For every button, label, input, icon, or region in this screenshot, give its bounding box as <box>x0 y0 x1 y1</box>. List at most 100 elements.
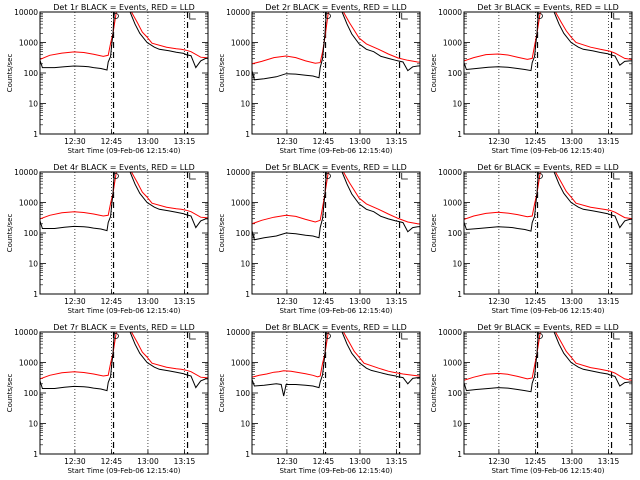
peak-marker <box>113 173 119 179</box>
series-lld-line <box>40 332 208 380</box>
x-tick-label: 13:15 <box>598 297 620 306</box>
y-tick-label: 100 <box>448 229 463 238</box>
y-tick-label: 1000 <box>231 359 250 368</box>
x-tick-label: 12:45 <box>313 137 335 146</box>
y-axis-label: Counts/sec <box>6 374 14 413</box>
series-events-line <box>252 332 420 397</box>
y-tick-label: 10 <box>240 260 250 269</box>
panel-det-6r: 12:30 12:45 13:00 13:15 1 10 100 1000 10000 Det 6… <box>430 163 633 315</box>
y-tick-label: 100 <box>24 389 39 398</box>
y-tick-label: 1 <box>245 450 250 459</box>
x-tick-label: 12:45 <box>525 297 547 306</box>
y-tick-label: 10 <box>240 420 250 429</box>
y-tick-label: 10 <box>28 100 38 109</box>
peak-marker <box>113 13 119 19</box>
bracket-marker <box>613 13 620 20</box>
x-tick-label: 13:15 <box>598 137 620 146</box>
plot-frame <box>463 331 633 455</box>
x-tick-label: 13:15 <box>598 457 620 466</box>
x-tick-label: 12:30 <box>276 137 298 146</box>
y-tick-label: 1 <box>245 130 250 139</box>
series-lld-line <box>464 12 632 62</box>
series-events-line <box>464 12 632 72</box>
panel-det-3r: 12:30 12:45 13:00 13:15 1 10 100 1000 10000 Det 3… <box>430 3 633 155</box>
y-tick-label: 1000 <box>443 199 462 208</box>
series-lld-line <box>40 172 208 220</box>
y-tick-label: 10000 <box>14 8 38 17</box>
plot-frame <box>39 11 209 135</box>
peak-marker <box>325 13 331 19</box>
series-lld-line <box>464 172 632 220</box>
x-tick-label: 13:00 <box>561 297 583 306</box>
plot-frame <box>251 331 421 455</box>
y-tick-label: 1 <box>457 130 462 139</box>
peak-marker <box>113 333 119 339</box>
panel-title: Det 5r BLACK = Events, RED = LLD <box>265 163 407 172</box>
x-axis-label: Start Time (09-Feb-06 12:15:40) <box>279 147 392 155</box>
y-tick-label: 10 <box>452 260 462 269</box>
y-axis-label: Counts/sec <box>430 374 438 413</box>
y-axis-label: Counts/sec <box>218 214 226 253</box>
bracket-marker <box>189 333 196 340</box>
y-tick-label: 10 <box>240 100 250 109</box>
y-tick-label: 1000 <box>231 39 250 48</box>
series-lld-line <box>464 332 632 381</box>
y-tick-label: 1000 <box>19 199 38 208</box>
panel-det-9r: 12:30 12:45 13:00 13:15 1 10 100 1000 10000 Det 9… <box>430 323 633 475</box>
panel-title: Det 2r BLACK = Events, RED = LLD <box>265 3 407 12</box>
peak-marker <box>325 173 331 179</box>
y-tick-label: 10000 <box>14 328 38 337</box>
series-lld-line <box>252 172 420 225</box>
y-tick-label: 1000 <box>443 359 462 368</box>
x-tick-label: 12:45 <box>313 297 335 306</box>
bracket-marker <box>401 13 408 20</box>
series-lld-line <box>252 332 420 378</box>
panel-det-8r: 12:30 12:45 13:00 13:15 1 10 100 1000 10000 Det 8… <box>218 323 421 475</box>
y-tick-label: 10000 <box>226 328 250 337</box>
bracket-marker <box>189 13 196 20</box>
y-tick-label: 1 <box>33 450 38 459</box>
x-tick-label: 13:00 <box>561 457 583 466</box>
y-axis-label: Counts/sec <box>218 54 226 93</box>
y-axis-label: Counts/sec <box>6 54 14 93</box>
panel-det-4r: 12:30 12:45 13:00 13:15 1 10 100 1000 10000 Det 4… <box>6 163 209 315</box>
y-tick-label: 10 <box>452 100 462 109</box>
y-tick-label: 10 <box>452 420 462 429</box>
y-tick-label: 100 <box>24 229 39 238</box>
series-lld-line <box>40 12 208 60</box>
series-events-line <box>40 12 208 71</box>
plot-frame <box>251 11 421 135</box>
y-tick-label: 100 <box>24 69 39 78</box>
bracket-marker <box>401 173 408 180</box>
series-events-line <box>464 172 632 232</box>
peak-marker <box>325 333 331 339</box>
plot-frame <box>39 171 209 295</box>
panel-det-5r: 12:30 12:45 13:00 13:15 1 10 100 1000 10000 Det 5… <box>218 163 421 315</box>
y-axis-label: Counts/sec <box>6 214 14 253</box>
series-events-line <box>464 332 632 393</box>
x-axis-label: Start Time (09-Feb-06 12:15:40) <box>67 307 180 315</box>
y-tick-label: 10 <box>28 260 38 269</box>
x-tick-label: 12:45 <box>101 297 123 306</box>
y-tick-label: 1000 <box>19 39 38 48</box>
peak-marker <box>537 333 543 339</box>
y-axis-label: Counts/sec <box>218 374 226 413</box>
x-tick-label: 13:00 <box>137 137 159 146</box>
panel-title: Det 8r BLACK = Events, RED = LLD <box>265 323 407 332</box>
x-tick-label: 13:00 <box>349 137 371 146</box>
y-axis-label: Counts/sec <box>430 54 438 93</box>
panel-title: Det 1r BLACK = Events, RED = LLD <box>53 3 195 12</box>
x-tick-label: 13:15 <box>386 137 408 146</box>
x-tick-label: 12:30 <box>64 457 86 466</box>
x-tick-label: 12:30 <box>64 137 86 146</box>
y-tick-label: 1000 <box>231 199 250 208</box>
panel-det-2r: 12:30 12:45 13:00 13:15 1 10 100 1000 10000 Det 2… <box>218 3 421 155</box>
y-tick-label: 10000 <box>226 168 250 177</box>
x-tick-label: 13:15 <box>386 297 408 306</box>
x-tick-label: 12:45 <box>313 457 335 466</box>
y-tick-label: 10000 <box>226 8 250 17</box>
y-tick-label: 10 <box>28 420 38 429</box>
bracket-marker <box>401 333 408 340</box>
y-tick-label: 10000 <box>438 168 462 177</box>
x-axis-label: Start Time (09-Feb-06 12:15:40) <box>67 467 180 475</box>
